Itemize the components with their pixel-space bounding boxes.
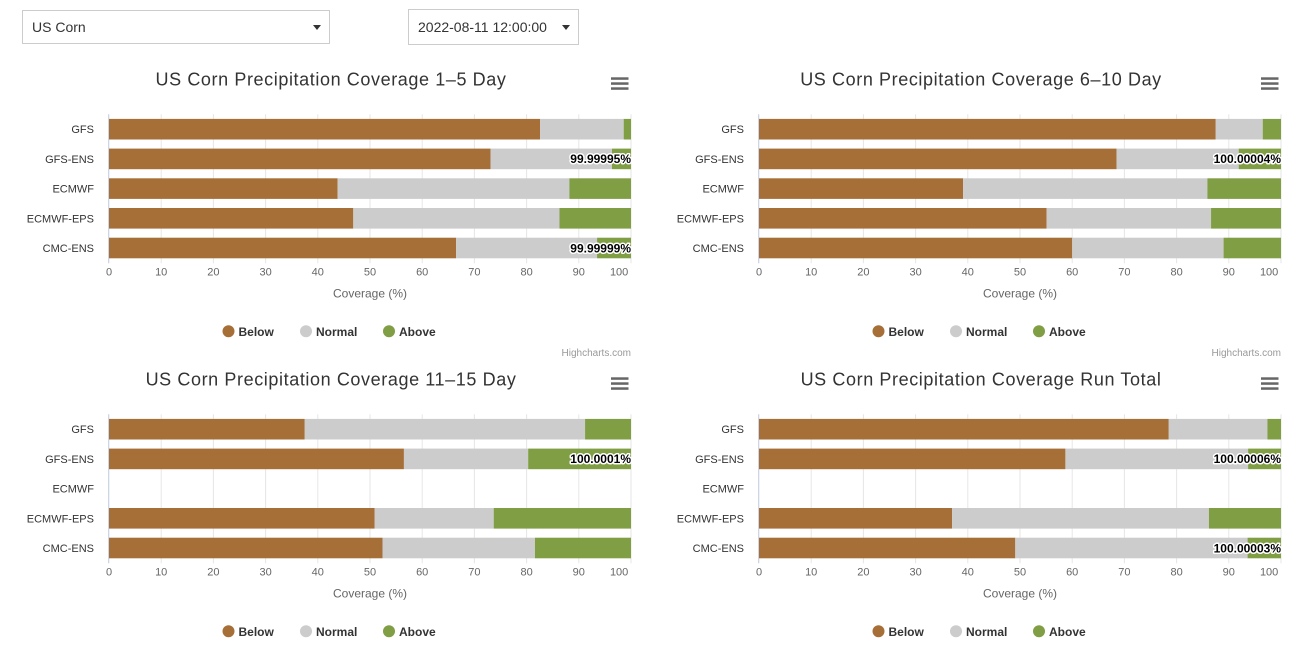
svg-text:Above: Above bbox=[399, 625, 436, 639]
svg-text:GFS: GFS bbox=[71, 124, 94, 136]
svg-text:Coverage (%): Coverage (%) bbox=[333, 587, 407, 601]
svg-text:70: 70 bbox=[1118, 267, 1130, 279]
svg-text:60: 60 bbox=[416, 567, 428, 579]
svg-text:GFS: GFS bbox=[71, 424, 94, 436]
svg-text:30: 30 bbox=[909, 567, 921, 579]
svg-text:Highcharts.com: Highcharts.com bbox=[1212, 348, 1281, 359]
svg-text:Coverage (%): Coverage (%) bbox=[983, 587, 1057, 601]
svg-text:US Corn Precipitation Coverage: US Corn Precipitation Coverage 1–5 Day bbox=[156, 70, 507, 90]
svg-text:GFS: GFS bbox=[721, 424, 744, 436]
svg-text:40: 40 bbox=[312, 267, 324, 279]
svg-text:50: 50 bbox=[364, 567, 376, 579]
svg-text:70: 70 bbox=[468, 267, 480, 279]
svg-text:Normal: Normal bbox=[316, 625, 357, 639]
svg-text:Coverage (%): Coverage (%) bbox=[983, 287, 1057, 301]
svg-text:100.00003%: 100.00003% bbox=[1214, 541, 1282, 555]
svg-text:GFS-ENS: GFS-ENS bbox=[45, 454, 94, 466]
svg-text:80: 80 bbox=[1170, 567, 1182, 579]
svg-text:60: 60 bbox=[416, 267, 428, 279]
svg-text:20: 20 bbox=[207, 267, 219, 279]
svg-text:ECMWF: ECMWF bbox=[52, 184, 94, 196]
svg-text:Normal: Normal bbox=[316, 325, 357, 339]
svg-text:60: 60 bbox=[1066, 567, 1078, 579]
svg-text:US Corn Precipitation Coverage: US Corn Precipitation Coverage 6–10 Day bbox=[800, 70, 1162, 90]
svg-text:20: 20 bbox=[857, 567, 869, 579]
svg-text:20: 20 bbox=[857, 267, 869, 279]
svg-text:10: 10 bbox=[155, 267, 167, 279]
svg-text:100: 100 bbox=[1260, 267, 1278, 279]
svg-text:99.99999%: 99.99999% bbox=[570, 241, 631, 255]
svg-text:Below: Below bbox=[239, 325, 275, 339]
svg-text:50: 50 bbox=[1014, 267, 1026, 279]
svg-text:0: 0 bbox=[106, 567, 112, 579]
svg-text:40: 40 bbox=[312, 567, 324, 579]
svg-text:ECMWF-EPS: ECMWF-EPS bbox=[27, 213, 94, 225]
svg-text:80: 80 bbox=[1170, 267, 1182, 279]
svg-text:10: 10 bbox=[805, 567, 817, 579]
svg-text:CMC-ENS: CMC-ENS bbox=[43, 243, 94, 255]
svg-text:ECMWF-EPS: ECMWF-EPS bbox=[677, 213, 744, 225]
svg-text:US Corn Precipitation Coverage: US Corn Precipitation Coverage 11–15 Day bbox=[146, 370, 517, 390]
svg-text:80: 80 bbox=[520, 567, 532, 579]
svg-text:100.00006%: 100.00006% bbox=[1214, 452, 1282, 466]
svg-text:Below: Below bbox=[889, 325, 925, 339]
svg-text:ECMWF-EPS: ECMWF-EPS bbox=[27, 513, 94, 525]
svg-text:Above: Above bbox=[1049, 625, 1086, 639]
svg-text:Above: Above bbox=[399, 325, 436, 339]
svg-text:100: 100 bbox=[610, 567, 628, 579]
svg-text:Above: Above bbox=[1049, 325, 1086, 339]
svg-text:10: 10 bbox=[805, 267, 817, 279]
svg-text:90: 90 bbox=[1223, 567, 1235, 579]
svg-text:80: 80 bbox=[520, 267, 532, 279]
svg-text:Normal: Normal bbox=[966, 625, 1007, 639]
svg-text:30: 30 bbox=[909, 267, 921, 279]
svg-text:20: 20 bbox=[207, 567, 219, 579]
svg-text:GFS-ENS: GFS-ENS bbox=[695, 454, 744, 466]
svg-text:90: 90 bbox=[1223, 267, 1235, 279]
svg-text:90: 90 bbox=[573, 567, 585, 579]
svg-text:100: 100 bbox=[1260, 567, 1278, 579]
svg-text:Normal: Normal bbox=[966, 325, 1007, 339]
svg-text:CMC-ENS: CMC-ENS bbox=[693, 543, 744, 555]
svg-text:50: 50 bbox=[364, 267, 376, 279]
svg-text:Coverage (%): Coverage (%) bbox=[333, 287, 407, 301]
svg-text:30: 30 bbox=[259, 567, 271, 579]
svg-text:70: 70 bbox=[1118, 567, 1130, 579]
svg-text:99.99995%: 99.99995% bbox=[570, 152, 631, 166]
svg-text:10: 10 bbox=[155, 567, 167, 579]
svg-text:0: 0 bbox=[106, 267, 112, 279]
svg-text:Below: Below bbox=[889, 625, 925, 639]
svg-text:30: 30 bbox=[259, 267, 271, 279]
svg-text:0: 0 bbox=[756, 567, 762, 579]
svg-text:ECMWF: ECMWF bbox=[702, 184, 744, 196]
svg-text:Highcharts.com: Highcharts.com bbox=[562, 348, 631, 359]
svg-text:ECMWF: ECMWF bbox=[52, 484, 94, 496]
svg-text:50: 50 bbox=[1014, 567, 1026, 579]
svg-text:GFS-ENS: GFS-ENS bbox=[695, 154, 744, 166]
svg-text:ECMWF: ECMWF bbox=[702, 484, 744, 496]
svg-text:60: 60 bbox=[1066, 267, 1078, 279]
svg-text:40: 40 bbox=[962, 267, 974, 279]
svg-text:ECMWF-EPS: ECMWF-EPS bbox=[677, 513, 744, 525]
svg-text:US Corn Precipitation Coverage: US Corn Precipitation Coverage Run Total bbox=[801, 370, 1162, 390]
svg-text:Below: Below bbox=[239, 625, 275, 639]
svg-text:GFS: GFS bbox=[721, 124, 744, 136]
svg-text:70: 70 bbox=[468, 567, 480, 579]
svg-text:CMC-ENS: CMC-ENS bbox=[43, 543, 94, 555]
svg-text:100: 100 bbox=[610, 267, 628, 279]
svg-text:100.0001%: 100.0001% bbox=[570, 452, 631, 466]
svg-text:100.00004%: 100.00004% bbox=[1214, 152, 1282, 166]
svg-text:90: 90 bbox=[573, 267, 585, 279]
svg-text:GFS-ENS: GFS-ENS bbox=[45, 154, 94, 166]
svg-text:0: 0 bbox=[756, 267, 762, 279]
svg-text:CMC-ENS: CMC-ENS bbox=[693, 243, 744, 255]
svg-text:40: 40 bbox=[962, 567, 974, 579]
